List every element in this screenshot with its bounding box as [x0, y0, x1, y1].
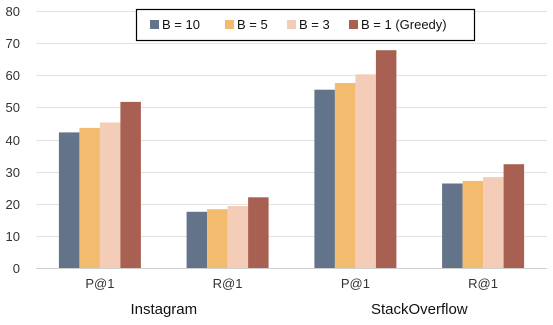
- legend-swatch: [150, 20, 159, 29]
- bar: [355, 74, 376, 268]
- y-tick-label: 20: [6, 197, 20, 212]
- y-axis-ticks: 0 10 20 30 40 50 60 70 80: [6, 4, 20, 276]
- group-label: StackOverflow: [371, 301, 468, 318]
- y-tick-label: 10: [6, 229, 20, 244]
- y-tick-label: 50: [6, 100, 20, 115]
- bar: [99, 122, 121, 268]
- bar: [314, 89, 335, 268]
- x-tick-label: P@1: [85, 276, 114, 291]
- legend-swatch: [287, 20, 296, 29]
- legend-swatch: [349, 20, 358, 29]
- legend-box: [135, 8, 476, 42]
- y-tick-label: 40: [6, 133, 20, 148]
- bar: [503, 164, 525, 268]
- y-tick-label: 0: [13, 261, 20, 276]
- bar: [79, 127, 100, 269]
- legend-label: B = 3: [299, 17, 330, 32]
- bar: [248, 197, 269, 268]
- x-axis-ticks: P@1 R@1 P@1 R@1: [85, 276, 498, 291]
- legend-label: B = 1 (Greedy): [361, 17, 447, 32]
- y-tick-label: 30: [6, 165, 20, 180]
- bar: [334, 83, 356, 268]
- y-tick-label: 70: [6, 36, 20, 51]
- legend-label: B = 5: [237, 17, 268, 32]
- bar: [483, 177, 504, 268]
- x-tick-label: P@1: [341, 276, 370, 291]
- x-tick-label: R@1: [213, 276, 243, 291]
- bar: [375, 50, 397, 269]
- bar: [186, 211, 208, 268]
- bar: [442, 183, 463, 268]
- legend-label: B = 10: [162, 17, 200, 32]
- bar: [207, 209, 228, 268]
- bar: [58, 132, 80, 268]
- bar: [120, 101, 141, 269]
- bar: [462, 180, 484, 268]
- x-tick-label: R@1: [468, 276, 498, 291]
- y-tick-label: 80: [6, 4, 20, 19]
- legend: B = 10 B = 5 B = 3 B = 1 (Greedy): [135, 8, 476, 42]
- bars: [58, 50, 525, 269]
- legend-swatch: [225, 20, 234, 29]
- bar: [227, 206, 249, 268]
- group-label: Instagram: [130, 301, 197, 318]
- group-labels: Instagram StackOverflow: [130, 301, 467, 318]
- y-tick-label: 60: [6, 68, 20, 83]
